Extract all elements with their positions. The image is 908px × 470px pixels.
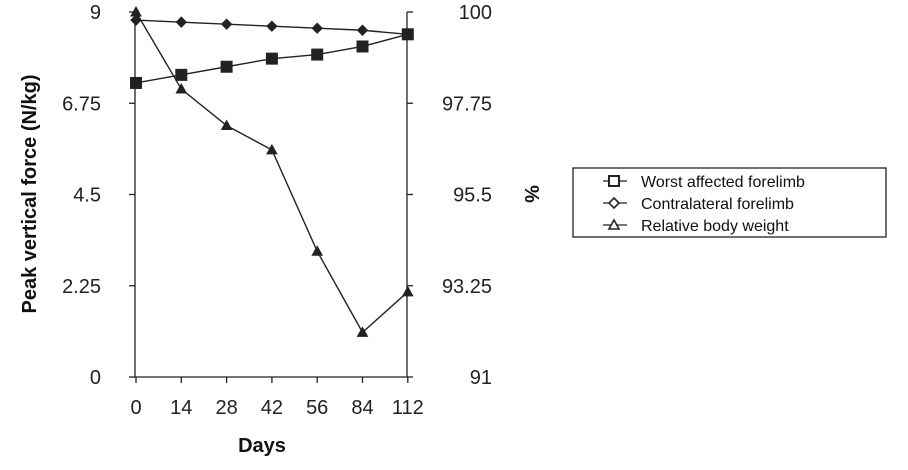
worst-affected-forelimb-point: [265, 52, 278, 65]
left-y-tick-marks: [129, 11, 135, 378]
right-y-tick-labels: 91 93.25 95.5 97.75 100: [442, 2, 492, 389]
plot-frame: [134, 12, 408, 378]
legend-diamond-marker: [607, 196, 621, 210]
contralateral-forelimb-point: [266, 20, 278, 32]
left-y-axis-title: Peak vertical force (N/kg): [19, 75, 41, 314]
left-y-tick-label: 0: [90, 367, 101, 389]
x-tick-label: 28: [215, 397, 237, 419]
contralateral-forelimb-point: [175, 16, 188, 28]
left-y-tick-labels: 0 2.25 4.5 6.75 9: [62, 2, 101, 389]
relative-body-weight-point: [401, 285, 414, 297]
legend: Worst affected forelimb Contralateral for…: [572, 167, 887, 238]
relative-body-weight-point: [311, 245, 324, 256]
right-y-tick-label: 91: [470, 367, 492, 389]
worst-affected-forelimb-point: [130, 76, 142, 89]
x-tick-label: 42: [261, 397, 283, 419]
right-y-tick-label: 100: [459, 2, 492, 24]
worst-affected-forelimb-point: [220, 60, 233, 73]
right-y-tick-label: 93.25: [442, 276, 492, 298]
right-y-axis-title: %: [520, 185, 542, 203]
worst-affected-forelimb-point: [175, 68, 188, 81]
relative-body-weight-point: [220, 119, 233, 131]
worst-affected-forelimb-point: [311, 48, 324, 61]
relative-body-weight-point: [130, 5, 142, 17]
contralateral-forelimb-point: [220, 18, 233, 30]
right-y-tick-marks: [407, 11, 413, 378]
legend-label: Worst affected forelimb: [641, 174, 805, 191]
right-y-tick-label: 97.75: [442, 93, 492, 115]
legend-items: Worst affected forelimb Contralateral for…: [603, 174, 805, 235]
left-y-tick-label: 2.25: [62, 276, 101, 298]
x-tick-label: 14: [170, 397, 192, 419]
legend-square-marker: [608, 175, 620, 187]
contralateral-forelimb-point: [402, 28, 414, 41]
left-y-tick-label: 9: [90, 2, 101, 24]
relative-body-weight-point: [356, 326, 369, 337]
x-tick-label: 56: [306, 397, 328, 419]
worst-affected-forelimb-point: [356, 40, 369, 53]
x-tick-labels: 0 14 28 42 56 84 112: [130, 397, 423, 419]
legend-label: Contralateral forelimb: [641, 196, 794, 213]
x-tick-label: 84: [351, 397, 373, 419]
relative-body-weight-point: [175, 83, 188, 94]
legend-label: Relative body weight: [641, 218, 789, 235]
contralateral-forelimb-point: [356, 24, 369, 36]
relative-body-weight-point: [266, 143, 278, 155]
legend-triangle-marker: [607, 218, 621, 230]
x-axis-title: Days: [238, 435, 286, 457]
x-tick-marks: [135, 377, 409, 383]
series-layer: [130, 5, 414, 337]
contralateral-forelimb-point: [311, 22, 323, 34]
right-y-tick-label: 95.5: [453, 185, 492, 207]
x-tick-label: 0: [130, 397, 141, 419]
left-y-tick-label: 6.75: [62, 93, 101, 115]
left-y-tick-label: 4.5: [73, 185, 101, 207]
x-tick-label: 112: [392, 397, 424, 419]
